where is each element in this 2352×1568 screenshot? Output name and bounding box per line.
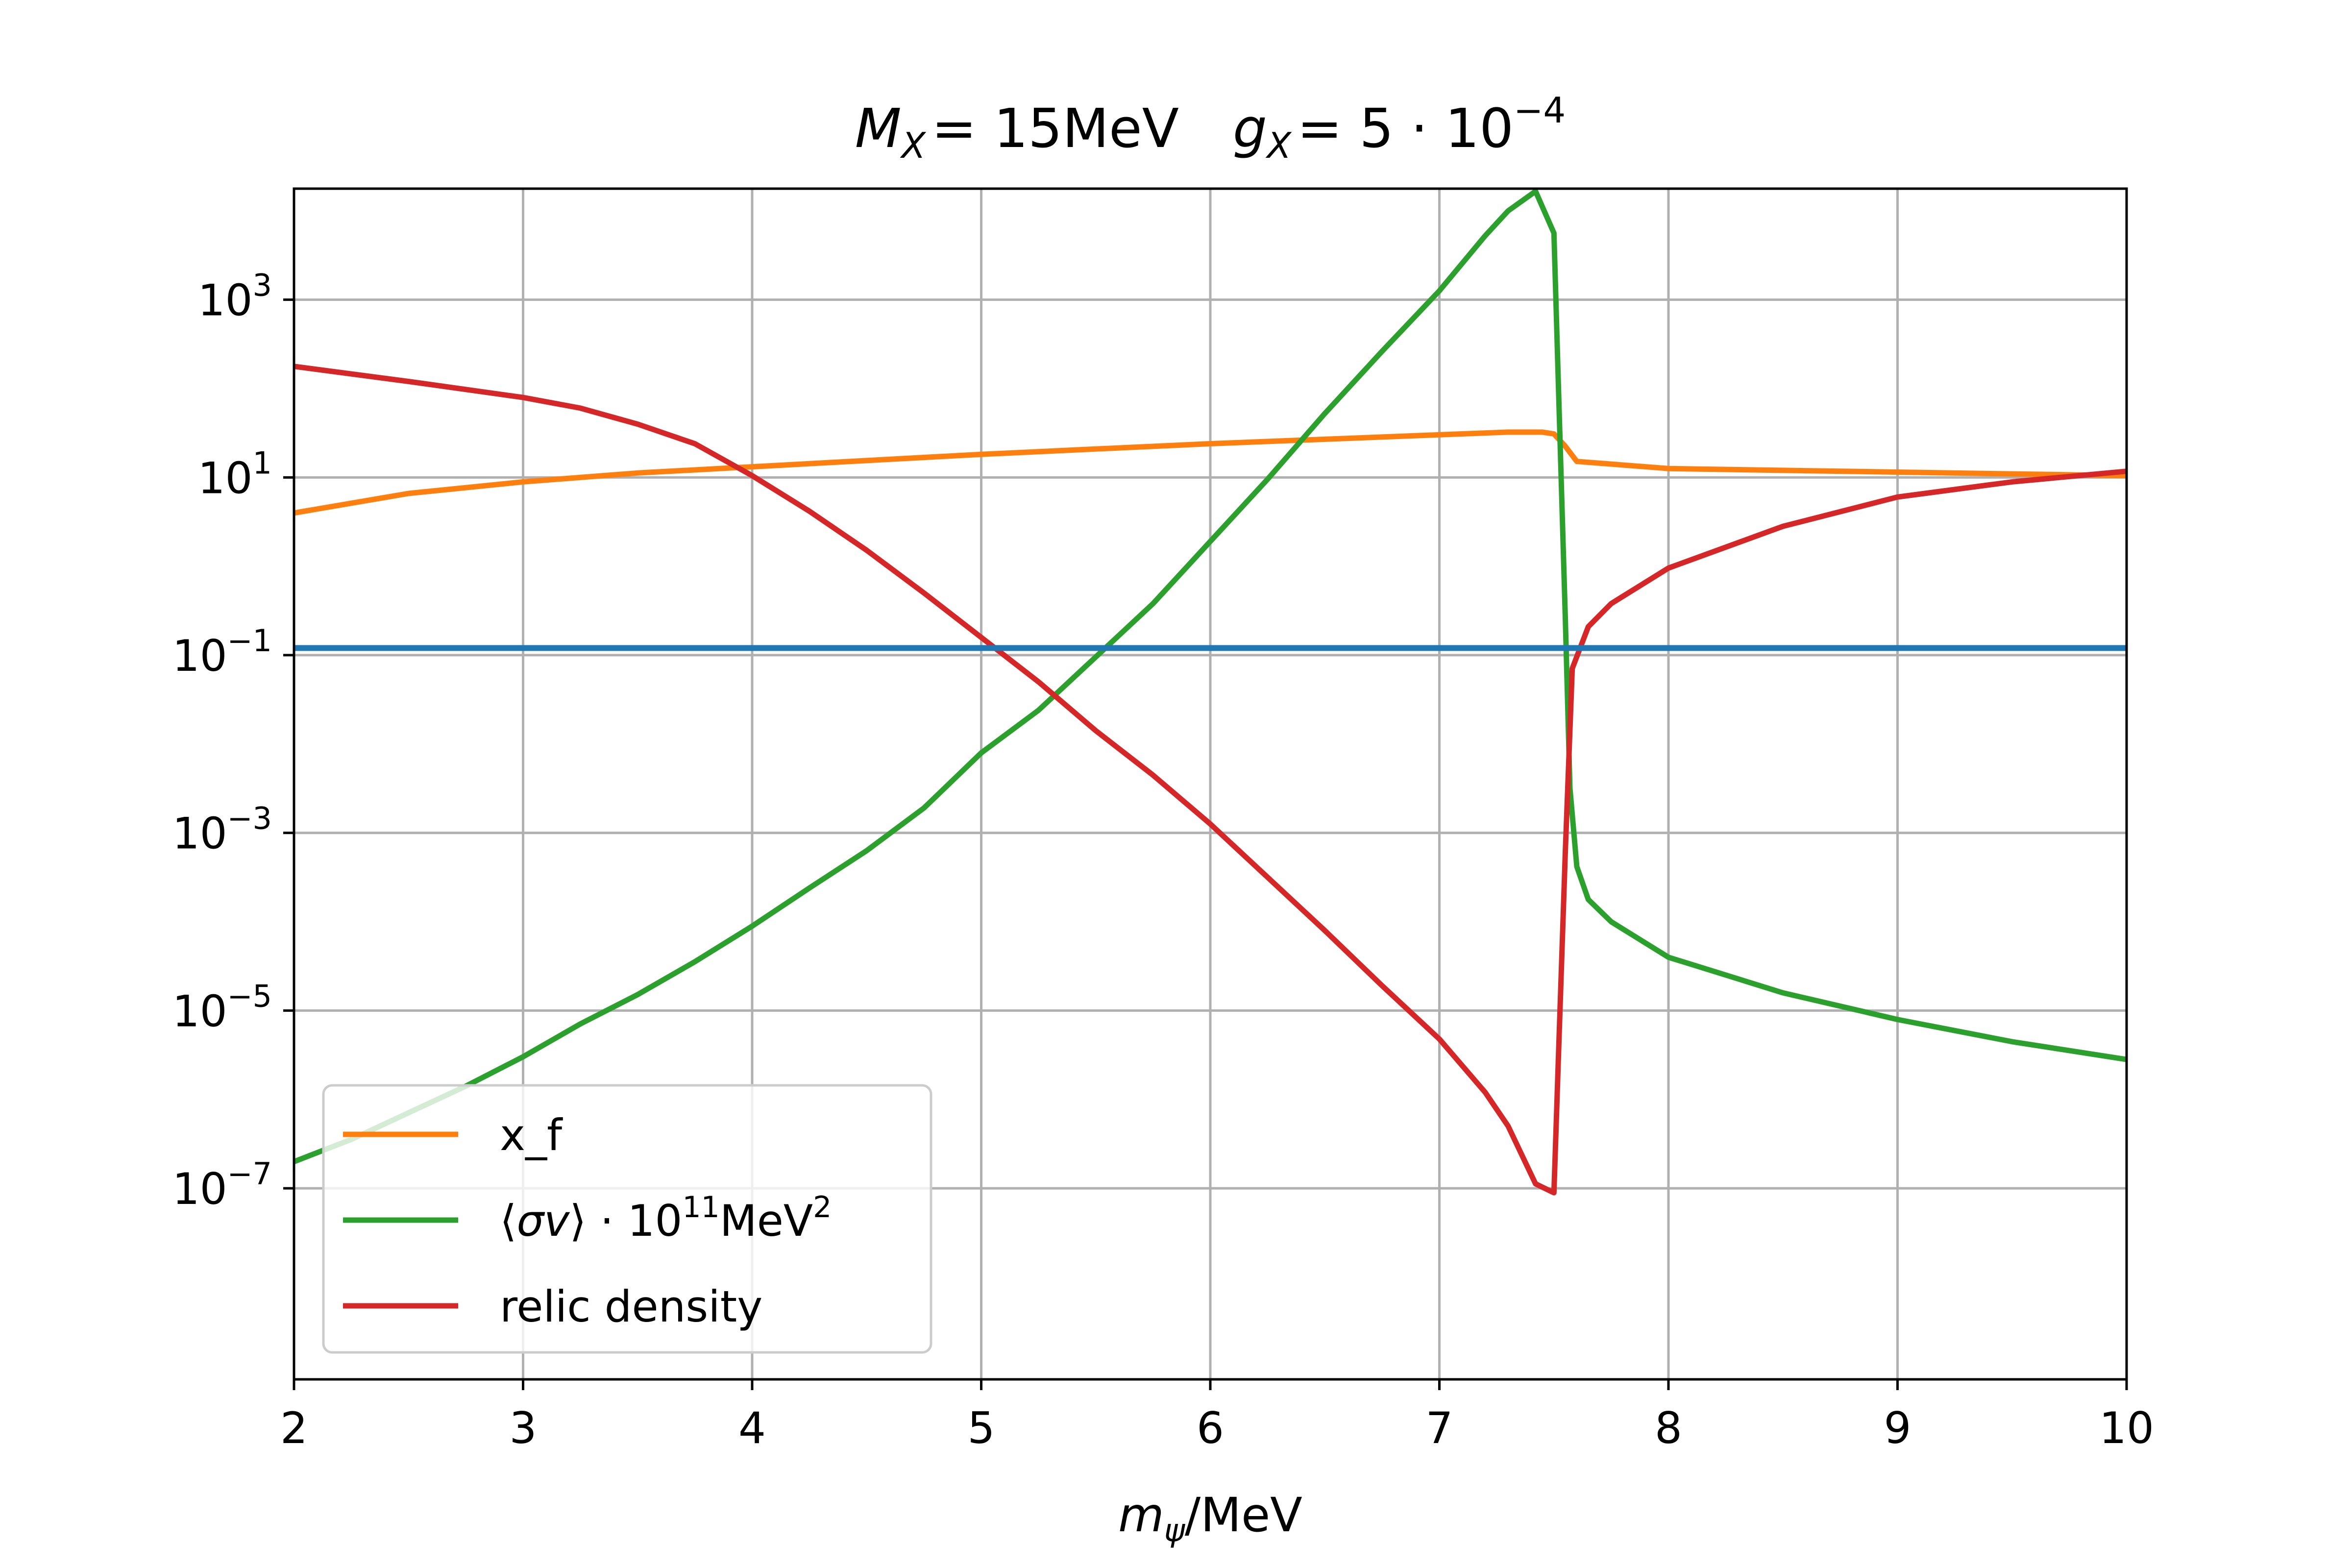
legend-sigma-open: ⟨ xyxy=(500,1196,516,1246)
series-line-sigma-v xyxy=(293,188,2127,1164)
ticks: 2 3 4 5 6 7 8 9 10 103 101 10−1 10−3 10−5 10−7 xyxy=(172,268,2154,1453)
x-axis-title: mψ/MeV xyxy=(1118,1488,1302,1549)
title-mx-symbol: M xyxy=(855,97,902,160)
legend-sigma-exp1: 11 xyxy=(682,1190,719,1225)
series-layer xyxy=(293,188,2127,1196)
legend-sigma-unit: MeV xyxy=(720,1196,813,1246)
chart-title: MX = 15MeV gX = 5 · 10−4 xyxy=(855,90,1566,166)
x-tick-label: 2 xyxy=(280,1403,308,1453)
x-tick-label: 3 xyxy=(510,1403,537,1453)
x-axis-symbol: m xyxy=(1118,1488,1164,1543)
y-tick-label: 10−3 xyxy=(172,801,272,859)
x-tick-label: 6 xyxy=(1197,1403,1224,1453)
x-tick-label: 7 xyxy=(1426,1403,1453,1453)
x-tick-label: 9 xyxy=(1884,1403,1911,1453)
y-tick-label: 10−1 xyxy=(172,623,272,681)
legend-box xyxy=(322,1084,932,1354)
x-tick-label: 5 xyxy=(968,1403,995,1453)
legend-label-x-f: x_f xyxy=(500,1110,563,1160)
grid xyxy=(293,189,2128,1379)
x-tick-label: 8 xyxy=(1655,1403,1682,1453)
x-tick-label: 10 xyxy=(2099,1403,2154,1453)
title-gx-symbol: g xyxy=(1233,97,1267,160)
series-line-relic-density xyxy=(294,364,2127,1196)
legend-sigma-dot: · 10 xyxy=(587,1196,683,1246)
title-gx-value: = 5 · 10 xyxy=(1297,97,1514,160)
y-tick-label: 103 xyxy=(198,268,272,326)
legend: x_f ⟨σv⟩ · 1011MeV2 relic density xyxy=(322,1084,932,1354)
title-gx-exponent: −4 xyxy=(1514,90,1566,131)
title-mx-value: = 15MeV xyxy=(931,97,1179,160)
series-line-x-f xyxy=(294,429,2127,516)
y-tick-label: 10−7 xyxy=(172,1156,272,1214)
x-axis-unit: /MeV xyxy=(1185,1488,1302,1543)
legend-label-sigma-v: ⟨σv⟩ · 1011MeV2 xyxy=(500,1190,832,1246)
x-tick-label: 4 xyxy=(738,1403,766,1453)
title-gx-subscript: X xyxy=(1265,125,1292,166)
legend-sigma-symbol: σv xyxy=(516,1196,570,1246)
legend-label-relic-density: relic density xyxy=(500,1281,762,1332)
y-tick-label: 10−5 xyxy=(172,978,272,1036)
legend-sigma-close: ⟩ xyxy=(569,1196,586,1246)
y-tick-label: 101 xyxy=(198,445,272,503)
legend-sigma-exp2: 2 xyxy=(813,1190,832,1225)
x-axis-subscript: ψ xyxy=(1164,1513,1186,1549)
title-mx-subscript: X xyxy=(900,125,927,166)
